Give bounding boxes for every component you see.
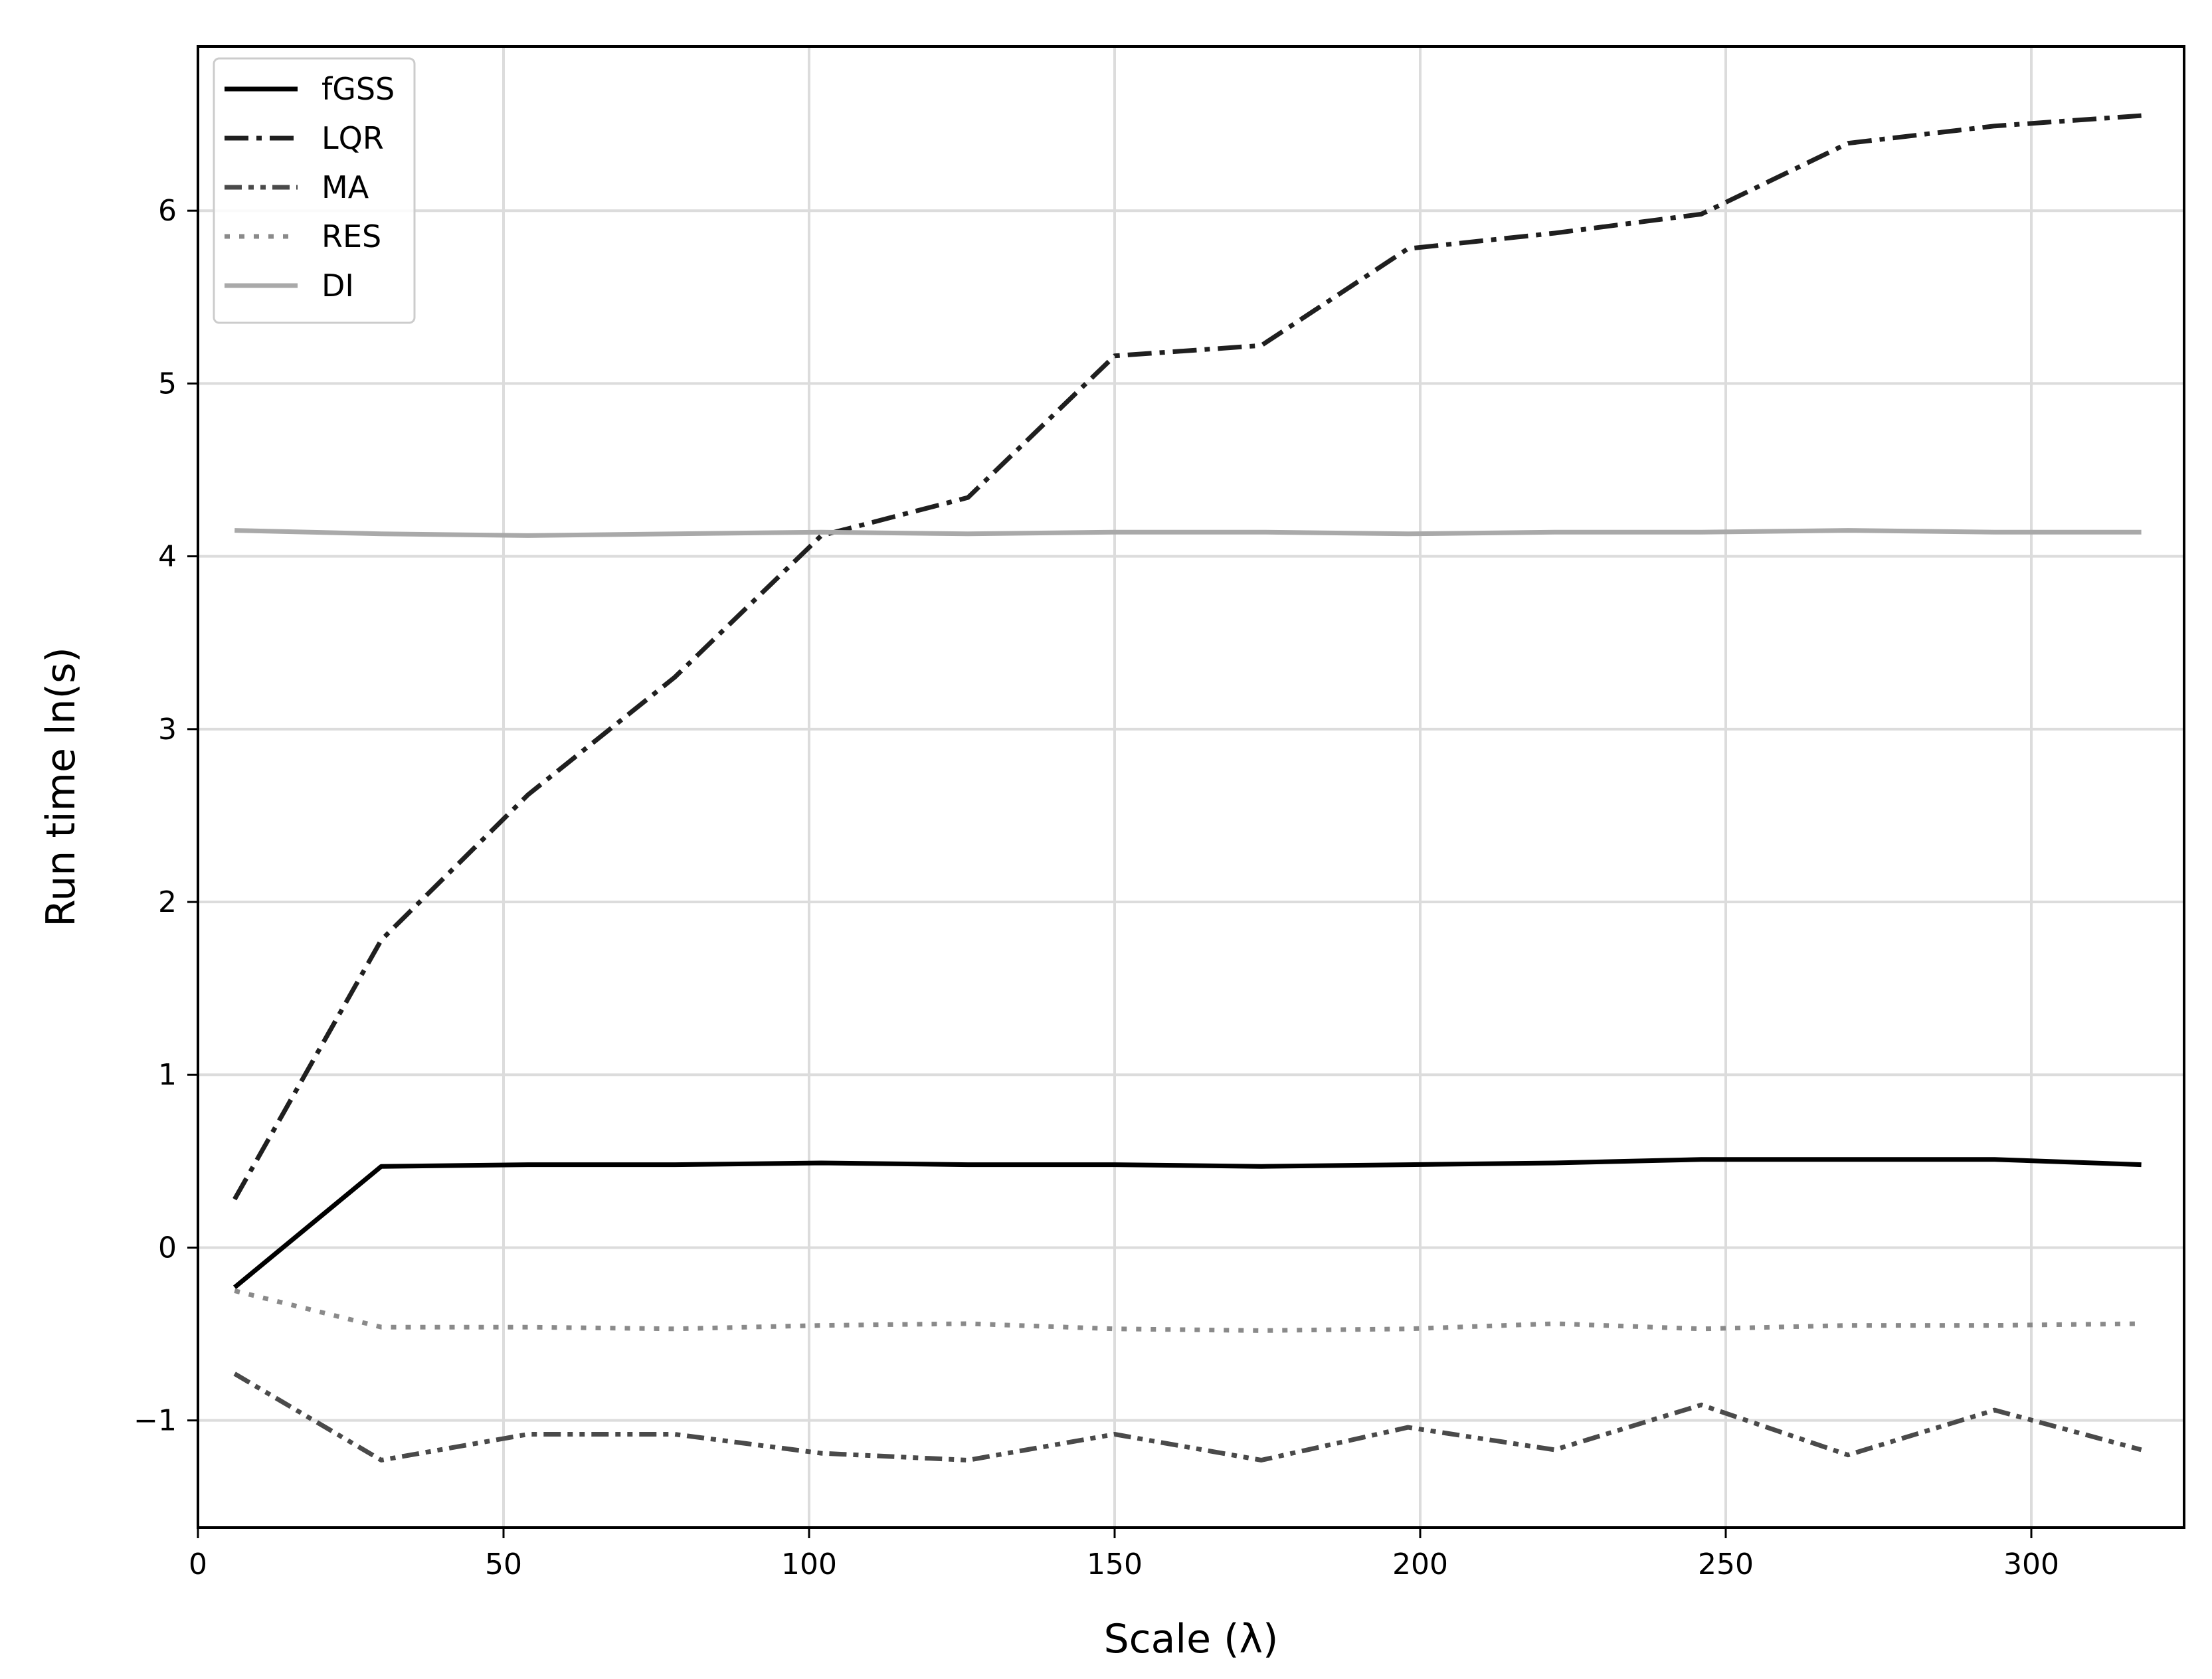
legend-label-fgss: fGSS	[322, 71, 395, 107]
x-tick-label: 50	[485, 1547, 522, 1581]
y-tick-label: 1	[158, 1058, 177, 1092]
series-line-di	[234, 528, 2142, 538]
y-tick-label: −1	[134, 1404, 177, 1438]
x-tick-label: 0	[189, 1547, 207, 1581]
y-tick-label: 3	[158, 713, 177, 747]
x-tick-label: 100	[781, 1547, 837, 1581]
series-line-lqr	[232, 113, 2142, 1201]
grid	[197, 46, 2184, 1528]
legend-box	[213, 57, 416, 324]
legend: fGSS LQR MA RES DI	[213, 57, 416, 324]
axis-ticks: 0 50 100 150 200 250 300 −1 0 1 2 3 4 5 6	[134, 194, 2059, 1581]
x-tick-label: 300	[2003, 1547, 2059, 1581]
series-line-ma	[233, 1371, 2142, 1462]
series-lines	[232, 113, 2142, 1462]
y-tick-label: 0	[158, 1231, 177, 1265]
legend-label-res: RES	[322, 219, 381, 254]
x-axis-title: Scale (λ)	[1104, 1616, 1279, 1662]
plot-frame	[197, 45, 2185, 1529]
y-axis-title: Run time ln(s)	[38, 647, 84, 927]
series-line-fgss	[232, 1157, 2142, 1290]
y-tick-label: 5	[158, 367, 177, 400]
y-tick-label: 2	[158, 885, 177, 919]
legend-label-lqr: LQR	[322, 120, 384, 156]
legend-label-di: DI	[322, 268, 354, 304]
legend-label-ma: MA	[322, 169, 369, 205]
x-tick-label: 150	[1087, 1547, 1143, 1581]
x-tick-label: 200	[1392, 1547, 1448, 1581]
series-line-res	[234, 1288, 2142, 1333]
x-tick-label: 250	[1698, 1547, 1754, 1581]
y-tick-label: 6	[158, 194, 177, 228]
y-tick-label: 4	[158, 540, 177, 574]
